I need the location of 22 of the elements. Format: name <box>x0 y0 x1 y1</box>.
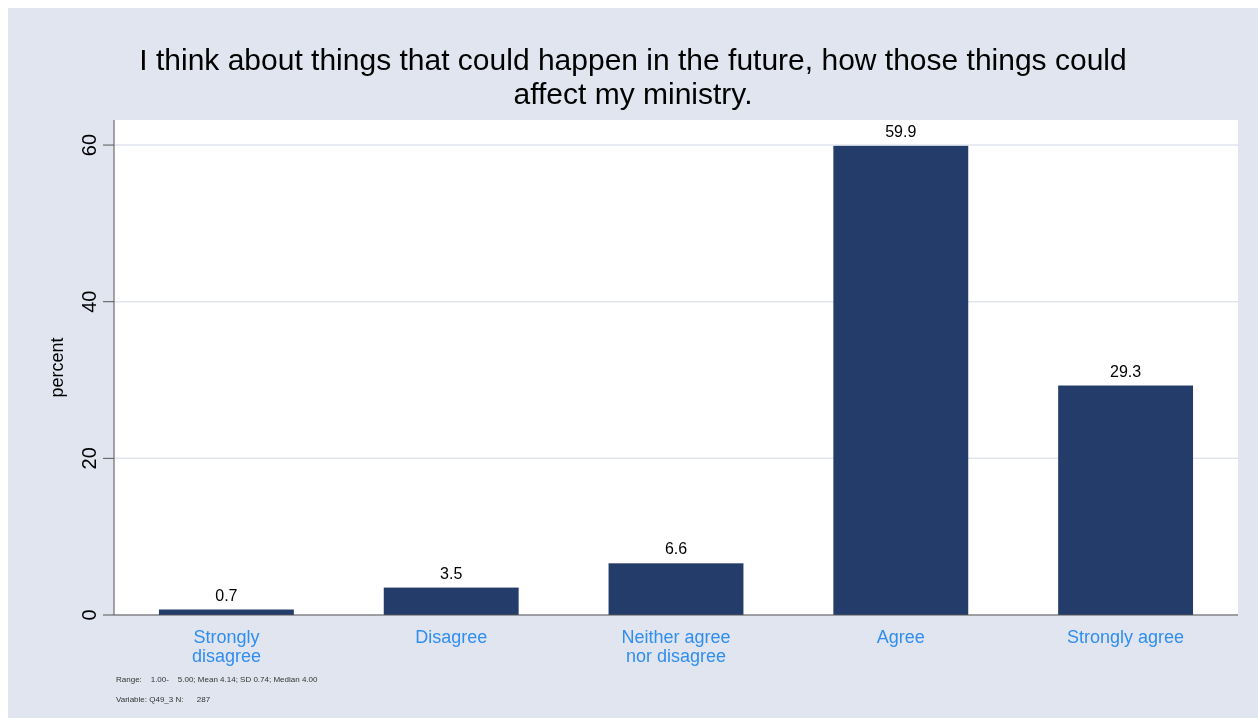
y-tick-label: 60 <box>78 133 100 157</box>
data-label: 3.5 <box>440 564 463 582</box>
bar <box>1058 385 1194 615</box>
x-tick-label: Agree <box>876 627 925 647</box>
text: Range: 1.00- 5.00; Mean 4.14; SD 0.74; Median 4.00 <box>116 675 319 684</box>
y-tick-label: 40 <box>78 290 100 313</box>
data-label: 59.9 <box>885 122 917 140</box>
y-axis-title: percent <box>47 337 67 398</box>
bar <box>608 563 744 615</box>
x-tick-label: Neither agree nor disagree <box>621 627 731 666</box>
data-label: 29.3 <box>1110 362 1142 380</box>
y-tick-label: 20 <box>78 447 100 470</box>
data-label: 0.7 <box>215 586 238 604</box>
bar <box>383 587 519 615</box>
x-tick-label: Strongly agree <box>1067 627 1185 647</box>
x-tick-label: Strongly disagree <box>191 627 261 666</box>
y-tick-label: 0 <box>78 609 100 621</box>
text: Variable: Q49_3 N: 287 <box>116 695 211 704</box>
data-label: 6.6 <box>664 540 688 558</box>
x-tick-label: Disagree <box>415 627 488 647</box>
chart-title: I think about things that could happen in the future, how those things could affect my ministry. <box>139 43 1127 110</box>
bar <box>833 145 969 615</box>
